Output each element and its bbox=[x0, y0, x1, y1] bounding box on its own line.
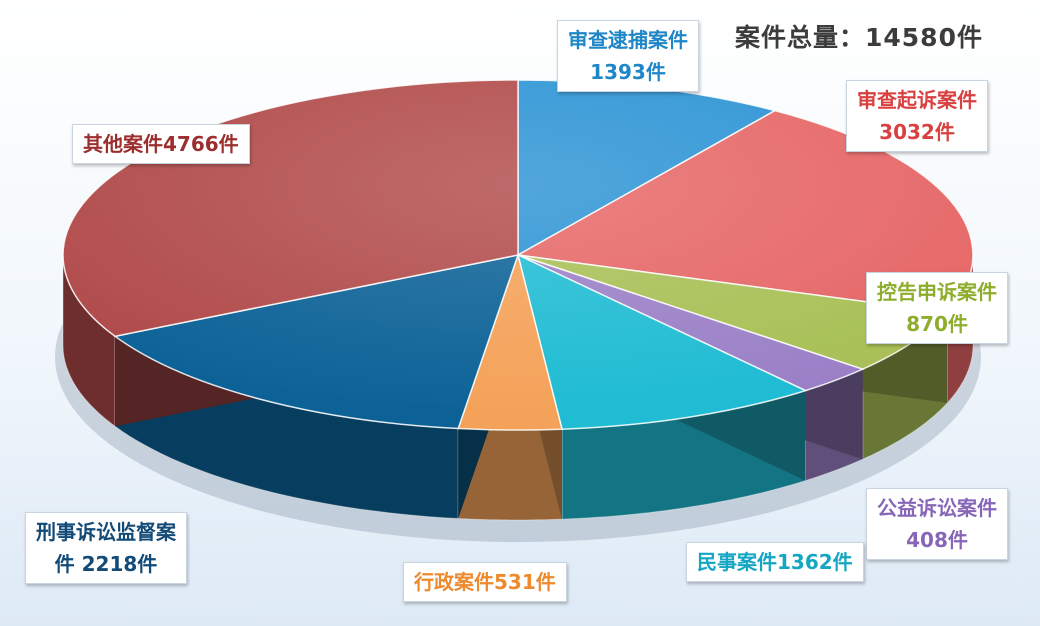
label-xingzheng-text: 行政案件531件 bbox=[414, 570, 556, 594]
label-qita-text: 其他案件4766件 bbox=[83, 132, 239, 156]
label-gongyi-susong-value: 408件 bbox=[906, 528, 968, 552]
label-shencha-qisu-name: 审查起诉案件 bbox=[857, 88, 977, 112]
label-gongyi-susong: 公益诉讼案件 408件 bbox=[866, 488, 1008, 560]
label-shencha-qisu: 审查起诉案件 3032件 bbox=[846, 80, 988, 152]
label-xingshi-jiandu-line1: 刑事诉讼监督案 bbox=[36, 520, 176, 544]
label-gongyi-susong-name: 公益诉讼案件 bbox=[877, 496, 997, 520]
label-konggao-shensu-value: 870件 bbox=[906, 312, 968, 336]
chart-title: 案件总量：14580件 bbox=[735, 23, 983, 52]
label-konggao-shensu-name: 控告申诉案件 bbox=[877, 280, 997, 304]
label-konggao-shensu: 控告申诉案件 870件 bbox=[866, 272, 1008, 344]
label-shencha-daibu-name: 审查逮捕案件 bbox=[568, 28, 688, 52]
label-xingshi-jiandu-line2: 件 2218件 bbox=[54, 552, 158, 576]
label-shencha-qisu-value: 3032件 bbox=[879, 120, 955, 144]
label-minshi: 民事案件1362件 bbox=[686, 542, 864, 582]
label-minshi-text: 民事案件1362件 bbox=[697, 550, 853, 574]
pie-highlight bbox=[63, 80, 973, 430]
label-xingshi-jiandu: 刑事诉讼监督案 件 2218件 bbox=[25, 512, 187, 584]
label-shencha-daibu: 审查逮捕案件 1393件 bbox=[557, 20, 699, 92]
label-xingzheng: 行政案件531件 bbox=[403, 562, 567, 602]
label-shencha-daibu-value: 1393件 bbox=[590, 60, 666, 84]
label-qita: 其他案件4766件 bbox=[72, 124, 250, 164]
